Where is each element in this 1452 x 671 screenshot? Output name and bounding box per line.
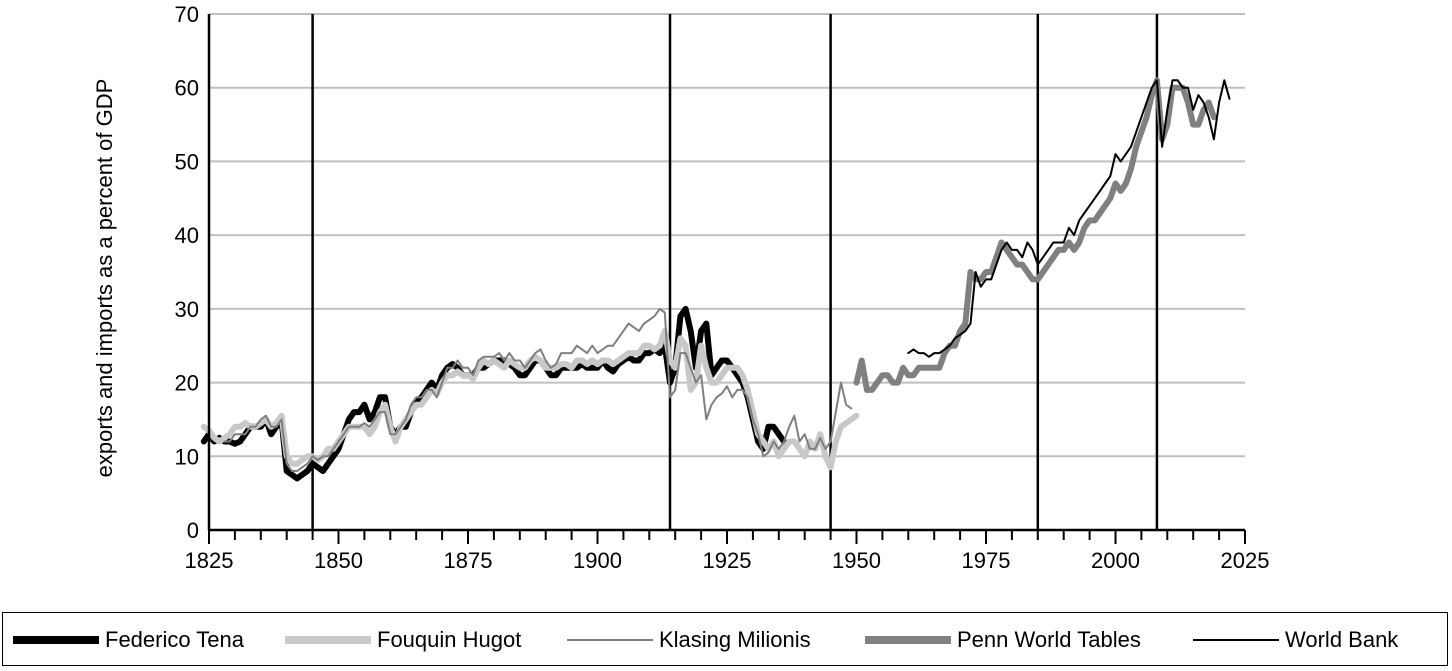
- x-tick-label: 1975: [962, 548, 1011, 573]
- axes: [207, 14, 1246, 544]
- x-tick-labels: 1825 1850 1875 1900 1925 1950 1975 2000 2025: [185, 548, 1270, 573]
- chart: 0 10 20 30 40 50 60 70 1825 1850 1875 1900 1925 1950…: [92, 2, 1270, 573]
- series-line-klasing-milionis: [223, 307, 853, 472]
- legend-swatch-klasing-milionis: [567, 639, 653, 641]
- y-tick-label: 30: [175, 297, 199, 322]
- x-tick-label: 1825: [185, 548, 234, 573]
- y-tick-label: 60: [175, 76, 199, 101]
- y-tick-label: 20: [175, 371, 199, 396]
- series-line-world-bank: [907, 79, 1231, 358]
- y-tick-label: 40: [175, 223, 199, 248]
- x-tick-label: 1925: [703, 548, 752, 573]
- legend-swatch-world-bank: [1193, 639, 1279, 641]
- legend-swatch-federico-tena: [13, 636, 99, 644]
- grid-lines: [209, 13, 1245, 458]
- x-tick-label: 2000: [1091, 548, 1140, 573]
- legend-label: Penn World Tables: [957, 627, 1141, 652]
- legend-swatch-penn-world-tables: [865, 636, 951, 644]
- legend-label: Federico Tena: [105, 627, 245, 652]
- legend-item-klasing-milionis: Klasing Milionis: [567, 613, 811, 667]
- series-line-penn-world-tables: [853, 77, 1217, 393]
- legend-item-world-bank: World Bank: [1193, 613, 1398, 667]
- legend-label: Fouquin Hugot: [377, 627, 522, 652]
- legend-item-federico-tena: Federico Tena: [13, 613, 244, 667]
- y-axis-title: exports and imports as a percent of GDP: [92, 79, 117, 478]
- y-tick-label: 10: [175, 444, 199, 469]
- legend-item-fouquin-hugot: Fouquin Hugot: [285, 613, 521, 667]
- legend-item-penn-world-tables: Penn World Tables: [865, 613, 1141, 667]
- y-tick-label: 0: [187, 518, 199, 543]
- y-tick-labels: 0 10 20 30 40 50 60 70: [175, 2, 199, 543]
- x-tick-label: 1900: [573, 548, 622, 573]
- series-lines: [200, 77, 1231, 482]
- legend: Federico Tena Fouquin Hugot Klasing Mili…: [2, 612, 1448, 666]
- legend-label: World Bank: [1285, 627, 1399, 652]
- y-tick-label: 70: [175, 2, 199, 27]
- x-tick-label: 1850: [314, 548, 363, 573]
- x-tick-label: 1950: [832, 548, 881, 573]
- legend-swatch-fouquin-hugot: [285, 636, 371, 644]
- x-tick-label: 2025: [1221, 548, 1270, 573]
- series-line-federico-tena: [200, 305, 787, 482]
- legend-label: Klasing Milionis: [659, 627, 811, 652]
- y-tick-label: 50: [175, 149, 199, 174]
- x-tick-label: 1875: [444, 548, 493, 573]
